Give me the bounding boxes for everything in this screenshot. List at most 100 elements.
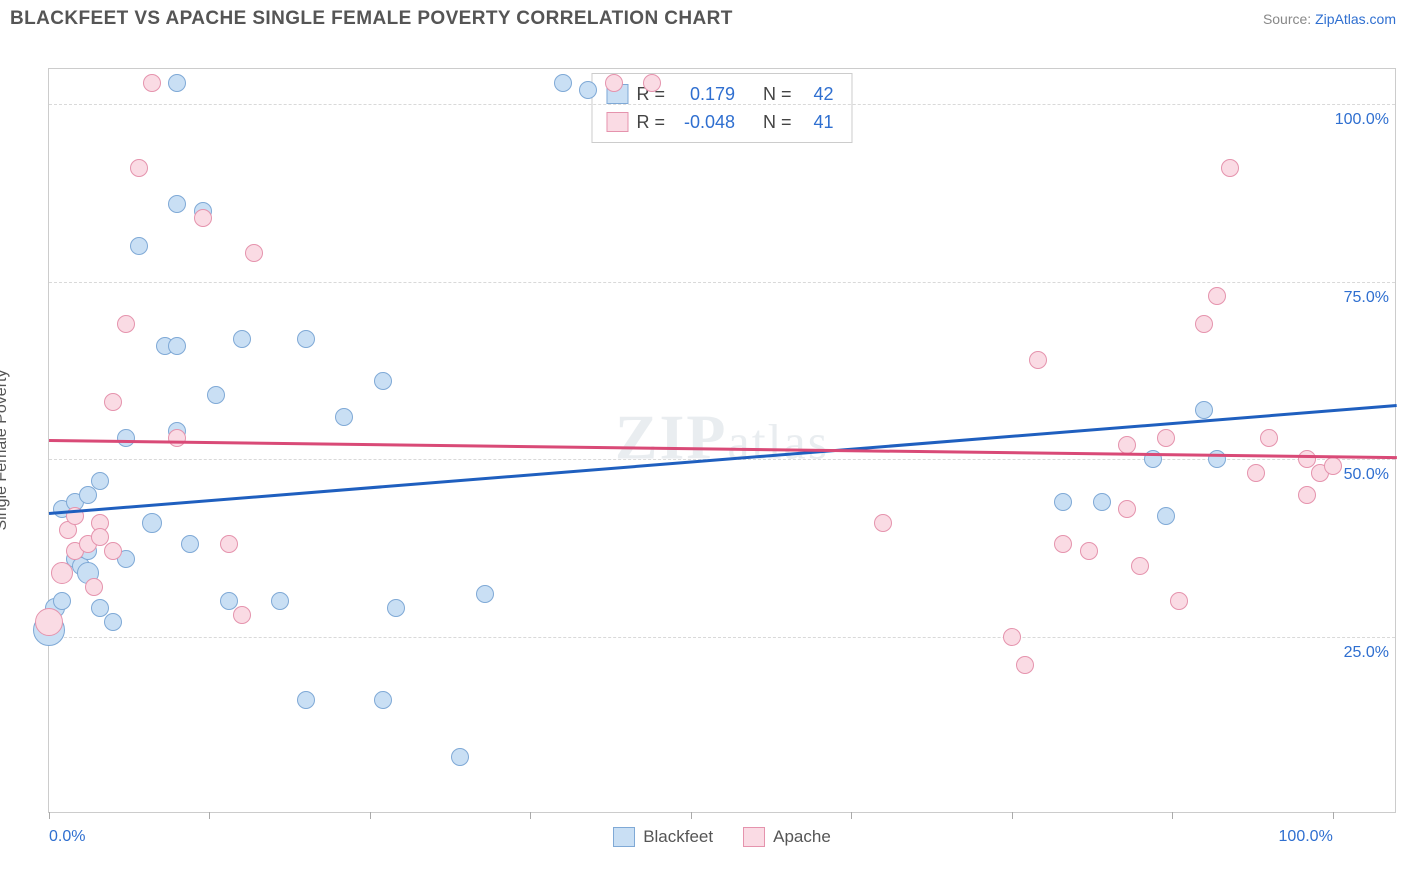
watermark: ZIPatlas [615, 400, 829, 474]
scatter-point [374, 372, 392, 390]
scatter-point [245, 244, 263, 262]
scatter-point [130, 237, 148, 255]
scatter-point [1131, 557, 1149, 575]
scatter-point [79, 486, 97, 504]
scatter-point [271, 592, 289, 610]
stats-R-label: R = [636, 108, 665, 136]
x-tick [1012, 812, 1013, 819]
scatter-point [1195, 401, 1213, 419]
scatter-point [387, 599, 405, 617]
y-tick-label: 50.0% [1344, 466, 1389, 484]
grid-line [49, 637, 1395, 638]
scatter-point [53, 592, 71, 610]
scatter-point [168, 195, 186, 213]
source-attribution: Source: ZipAtlas.com [1263, 11, 1396, 27]
x-tick [691, 812, 692, 819]
y-axis-label: Single Female Poverty [0, 370, 11, 531]
scatter-point [297, 330, 315, 348]
legend-label: Apache [773, 827, 831, 847]
scatter-point [1080, 542, 1098, 560]
grid-line [49, 104, 1395, 105]
grid-line [49, 282, 1395, 283]
watermark-sub: atlas [728, 413, 830, 469]
stats-R-value: -0.048 [673, 108, 735, 136]
correlation-stats-box: R =0.179N =42R =-0.048N =41 [591, 73, 852, 143]
scatter-point [168, 74, 186, 92]
scatter-point [1324, 457, 1342, 475]
legend-swatch [613, 827, 635, 847]
scatter-point [85, 578, 103, 596]
scatter-point [1260, 429, 1278, 447]
scatter-point [1016, 656, 1034, 674]
scatter-point [104, 542, 122, 560]
scatter-point [579, 81, 597, 99]
scatter-point [1054, 535, 1072, 553]
scatter-point [297, 691, 315, 709]
scatter-point [1298, 486, 1316, 504]
scatter-point [142, 513, 162, 533]
scatter-point [233, 330, 251, 348]
scatter-point [233, 606, 251, 624]
legend-swatch [606, 112, 628, 132]
x-tick [1333, 812, 1334, 819]
scatter-point [874, 514, 892, 532]
scatter-point [181, 535, 199, 553]
scatter-point [374, 691, 392, 709]
scatter-point [554, 74, 572, 92]
scatter-point [1247, 464, 1265, 482]
source-prefix: Source: [1263, 11, 1315, 27]
plot-area: ZIPatlas R =0.179N =42R =-0.048N =41 Bla… [48, 68, 1396, 813]
scatter-point [1170, 592, 1188, 610]
scatter-point [35, 608, 63, 636]
scatter-point [1029, 351, 1047, 369]
scatter-point [643, 74, 661, 92]
x-tick [209, 812, 210, 819]
scatter-point [143, 74, 161, 92]
scatter-point [335, 408, 353, 426]
scatter-point [1093, 493, 1111, 511]
scatter-point [1003, 628, 1021, 646]
stats-N-value: 41 [800, 108, 834, 136]
scatter-point [1157, 429, 1175, 447]
scatter-point [117, 429, 135, 447]
scatter-point [220, 535, 238, 553]
x-tick [851, 812, 852, 819]
scatter-point [1221, 159, 1239, 177]
legend-label: Blackfeet [643, 827, 713, 847]
legend-item: Blackfeet [613, 827, 713, 847]
x-tick-label: 100.0% [1279, 828, 1333, 846]
y-tick-label: 25.0% [1344, 644, 1389, 662]
scatter-point [1157, 507, 1175, 525]
scatter-point [104, 613, 122, 631]
bottom-legend: Blackfeet Apache [49, 827, 1395, 847]
scatter-point [1208, 287, 1226, 305]
trend-line [49, 439, 1397, 459]
y-tick-label: 75.0% [1344, 289, 1389, 307]
source-link[interactable]: ZipAtlas.com [1315, 11, 1396, 27]
scatter-point [207, 386, 225, 404]
stats-row: R = -0.048 N = 41 [606, 108, 833, 136]
scatter-point [1054, 493, 1072, 511]
scatter-point [168, 337, 186, 355]
legend-item: Apache [743, 827, 831, 847]
stats-N-label: N = [763, 108, 792, 136]
scatter-point [1118, 500, 1136, 518]
scatter-point [91, 472, 109, 490]
scatter-point [51, 562, 73, 584]
x-tick [530, 812, 531, 819]
x-tick [370, 812, 371, 819]
scatter-point [1195, 315, 1213, 333]
scatter-point [476, 585, 494, 603]
scatter-point [194, 209, 212, 227]
header-row: BLACKFEET VS APACHE SINGLE FEMALE POVERT… [10, 8, 1396, 30]
x-tick [49, 812, 50, 819]
scatter-point [451, 748, 469, 766]
chart-container: Single Female Poverty ZIPatlas R =0.179N… [10, 50, 1396, 850]
chart-title: BLACKFEET VS APACHE SINGLE FEMALE POVERT… [10, 8, 733, 30]
scatter-point [168, 429, 186, 447]
scatter-point [605, 74, 623, 92]
scatter-point [130, 159, 148, 177]
scatter-point [1118, 436, 1136, 454]
x-tick-label: 0.0% [49, 828, 85, 846]
scatter-point [117, 315, 135, 333]
